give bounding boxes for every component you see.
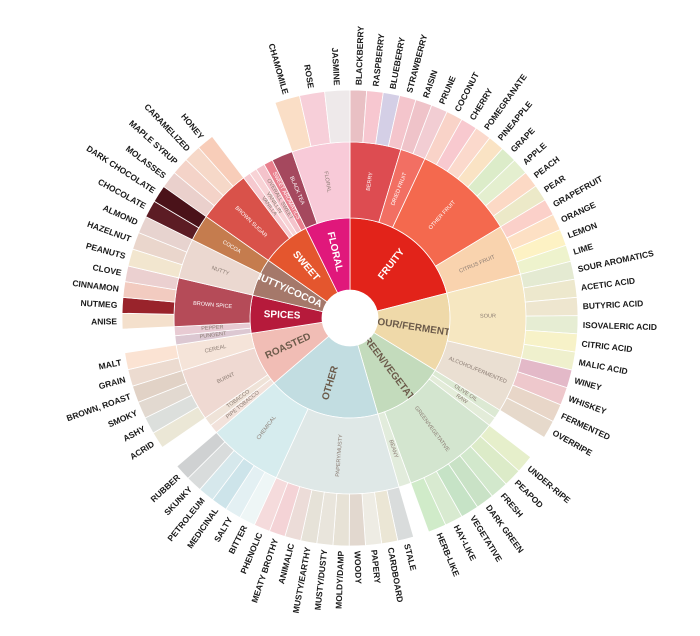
flavor-segment xyxy=(121,312,175,330)
flavor-label: HAY-LIKE xyxy=(452,523,479,562)
flavor-label: BITTER xyxy=(226,524,249,556)
flavor-label: RASPBERRY xyxy=(371,33,387,87)
flavor-label: MALIC ACID xyxy=(578,357,629,376)
center-hole xyxy=(322,290,378,346)
flavor-label: MUSTY/EARTHY xyxy=(291,546,313,614)
flavor-label: BLACKBERRY xyxy=(354,25,366,85)
flavor-label: PRUNE xyxy=(437,74,458,106)
flavor-label: WINEY xyxy=(573,375,603,392)
subcategory-label: BEANY xyxy=(387,439,399,459)
flavor-label: MALT xyxy=(98,357,123,371)
subcategory-label: FLORAL xyxy=(322,171,331,193)
flavor-label: ALMOND xyxy=(101,203,139,227)
flavor-label: GRAIN xyxy=(97,374,126,391)
flavor-label: PAPERY xyxy=(369,549,383,584)
flavor-label: ACRID xyxy=(128,439,156,462)
flavor-label: ASHY xyxy=(121,423,147,443)
flavor-label: NUTMEG xyxy=(80,298,118,310)
flavor-label: LIME xyxy=(572,241,595,256)
category-label: SPICES xyxy=(264,309,301,321)
flavor-label: CARDBOARD xyxy=(386,547,406,604)
flavor-label: CITRIC ACID xyxy=(581,339,633,355)
flavor-label: WOODY xyxy=(353,551,364,585)
flavor-label: BUTYRIC ACID xyxy=(582,298,643,311)
flavor-label: PEANUTS xyxy=(85,241,127,262)
subcategory-label: NUTTY xyxy=(211,265,231,277)
flavor-label: SMOKY xyxy=(106,408,139,430)
flavor-label: ANISE xyxy=(91,316,117,326)
subcategory-label: CEREAL xyxy=(204,344,227,355)
subcategory-label: BROWN SPICE xyxy=(193,301,233,311)
flavor-label: STALE xyxy=(402,543,418,572)
flavor-label: MUSTY/DUSTY xyxy=(313,549,330,611)
flavor-label: ACETIC ACID xyxy=(580,276,635,293)
flavor-label: PEAR xyxy=(542,173,567,194)
flavor-label: CHAMOMILE xyxy=(267,42,291,95)
flavor-label: RAISIN xyxy=(421,69,440,99)
flavor-label: ANIMALIC xyxy=(276,542,296,585)
flavor-label: BLUEBERRY xyxy=(388,36,407,90)
subcategory-label: PAPERY/MUSTY xyxy=(335,434,344,477)
subcategory-label: BERRY xyxy=(366,171,375,191)
flavor-label: CLOVE xyxy=(92,262,123,278)
flavor-segment xyxy=(324,89,351,144)
flavor-label: FRESH xyxy=(499,491,525,519)
flavor-label: WHISKEY xyxy=(567,393,608,416)
subcategory-label: PEPPER xyxy=(201,325,224,333)
flavor-label: CINNAMON xyxy=(72,278,120,294)
subcategory-label: PUNGENT xyxy=(199,331,227,340)
flavor-label: MOLDY/DAMP xyxy=(334,550,346,609)
flavor-label: ROSE xyxy=(302,64,316,90)
flavor-label: LEMON xyxy=(566,220,598,240)
flavor-label: JASMINE xyxy=(330,47,342,86)
subcategory-label: SOUR xyxy=(480,313,496,319)
flavor-label: ISOVALERIC ACID xyxy=(583,320,657,332)
flavor-label: POMEGRANATE xyxy=(482,72,529,132)
